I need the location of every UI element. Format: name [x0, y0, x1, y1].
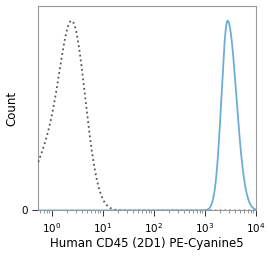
X-axis label: Human CD45 (2D1) PE-Cyanine5: Human CD45 (2D1) PE-Cyanine5 [50, 238, 244, 250]
Y-axis label: Count: Count [6, 90, 18, 125]
